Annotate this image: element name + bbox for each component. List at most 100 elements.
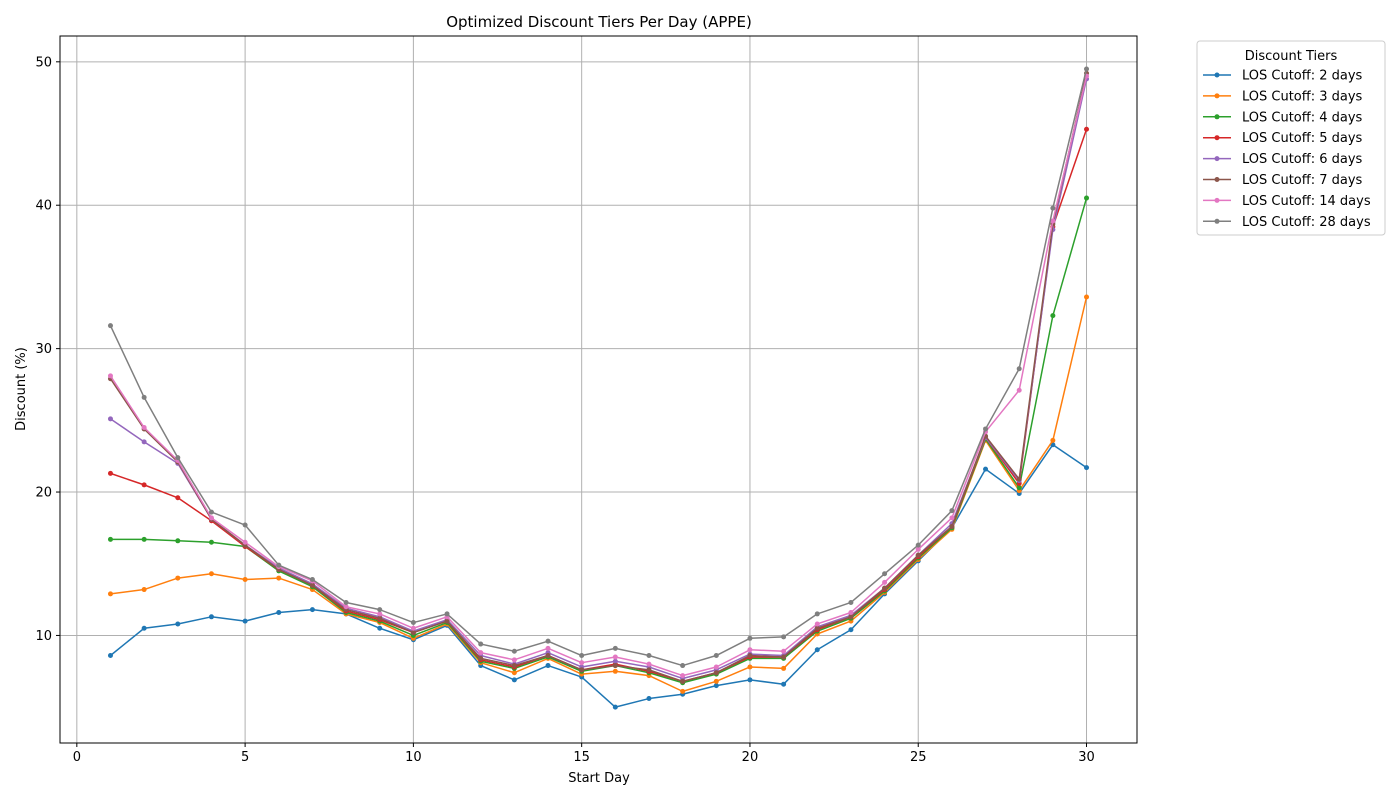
- data-point: [579, 653, 585, 659]
- data-point: [1084, 126, 1090, 132]
- data-point: [646, 696, 652, 702]
- data-point: [410, 630, 416, 636]
- legend-item: LOS Cutoff: 5 days: [1203, 131, 1363, 146]
- legend-label: LOS Cutoff: 6 days: [1242, 152, 1363, 167]
- legend-title: Discount Tiers: [1245, 49, 1338, 64]
- data-point: [545, 638, 551, 644]
- data-point: [141, 536, 147, 542]
- chart-title: Optimized Discount Tiers Per Day (APPE): [446, 13, 752, 31]
- series-lines: [107, 66, 1090, 710]
- data-point: [208, 571, 214, 577]
- data-point: [1050, 205, 1056, 211]
- data-point: [141, 587, 147, 593]
- data-point: [814, 621, 820, 627]
- data-point: [814, 611, 820, 617]
- data-point: [915, 552, 921, 558]
- data-point: [377, 615, 383, 621]
- y-tick-label: 10: [35, 629, 52, 644]
- data-point: [814, 647, 820, 653]
- legend-item: LOS Cutoff: 6 days: [1203, 152, 1363, 167]
- data-point: [276, 575, 282, 581]
- data-point: [175, 621, 181, 627]
- data-point: [646, 653, 652, 659]
- data-point: [208, 515, 214, 521]
- data-point: [983, 466, 989, 472]
- data-point: [915, 546, 921, 552]
- data-point: [242, 522, 248, 528]
- data-point: [1084, 195, 1090, 201]
- data-point: [208, 614, 214, 620]
- data-point: [680, 678, 686, 684]
- data-point: [1016, 387, 1022, 393]
- legend-item: LOS Cutoff: 14 days: [1203, 194, 1371, 209]
- data-point: [511, 648, 517, 654]
- data-point: [747, 653, 753, 659]
- data-point: [882, 585, 888, 591]
- legend-swatch-marker: [1214, 177, 1220, 182]
- data-point: [175, 538, 181, 544]
- y-tick-label: 20: [35, 486, 52, 501]
- x-tick-label: 0: [73, 750, 81, 765]
- data-point: [141, 425, 147, 430]
- data-point: [545, 663, 551, 669]
- legend-label: LOS Cutoff: 3 days: [1242, 89, 1363, 104]
- data-point: [1084, 465, 1090, 471]
- data-point: [848, 627, 854, 633]
- legend-item: LOS Cutoff: 28 days: [1203, 215, 1371, 230]
- data-point: [848, 614, 854, 620]
- series-line: [110, 296, 1088, 693]
- data-point: [814, 625, 820, 631]
- data-point: [343, 599, 349, 605]
- data-point: [882, 571, 888, 577]
- data-point: [141, 482, 147, 488]
- x-tick-label: 25: [910, 750, 927, 765]
- data-point: [107, 591, 113, 597]
- x-axis-title: Start Day: [568, 771, 630, 786]
- data-point: [276, 610, 282, 615]
- data-point: [107, 416, 113, 422]
- data-point: [713, 664, 719, 670]
- data-point: [175, 575, 181, 581]
- data-point: [1050, 313, 1056, 319]
- x-tick-label: 30: [1078, 750, 1095, 765]
- x-tick-label: 20: [742, 750, 759, 765]
- legend-swatch-marker: [1214, 135, 1220, 141]
- data-point: [1016, 476, 1022, 482]
- data-point: [511, 670, 517, 676]
- data-point: [309, 577, 315, 583]
- data-point: [949, 515, 955, 521]
- legend-label: LOS Cutoff: 28 days: [1242, 215, 1371, 230]
- data-point: [175, 455, 181, 461]
- legend-swatch-marker: [1214, 218, 1220, 224]
- data-point: [309, 607, 315, 613]
- data-point: [208, 509, 214, 515]
- data-point: [410, 620, 416, 626]
- data-point: [646, 661, 652, 667]
- data-point: [612, 658, 618, 664]
- legend-swatch-marker: [1214, 93, 1220, 99]
- series-line: [109, 68, 1088, 667]
- data-point: [377, 607, 383, 613]
- data-point: [511, 657, 517, 663]
- data-point: [612, 663, 618, 669]
- data-point: [242, 618, 248, 624]
- data-point: [713, 683, 719, 689]
- data-point: [107, 373, 113, 379]
- grid-lines: [60, 36, 1137, 743]
- data-point: [882, 579, 888, 585]
- data-point: [747, 664, 753, 670]
- data-point: [478, 650, 484, 656]
- series-2: [107, 294, 1090, 694]
- legend-items: LOS Cutoff: 2 days LOS Cutoff: 3 days LOS …: [1203, 69, 1371, 230]
- data-point: [713, 670, 719, 676]
- data-point: [545, 653, 551, 659]
- data-point: [579, 667, 585, 673]
- data-point: [444, 618, 450, 624]
- legend-item: LOS Cutoff: 4 days: [1203, 110, 1363, 125]
- axis-ticks: 0 5 10 15 20 25 30 10 20 30 40 50: [35, 55, 1094, 765]
- data-point: [1050, 218, 1056, 224]
- legend-label: LOS Cutoff: 4 days: [1242, 110, 1363, 125]
- data-point: [309, 582, 315, 588]
- y-tick-label: 40: [35, 199, 52, 214]
